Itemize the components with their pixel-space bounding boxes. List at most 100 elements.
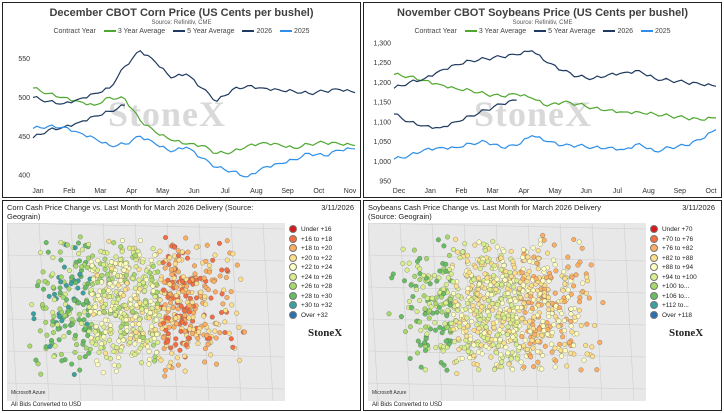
x-tick-label: Aug [250, 188, 263, 195]
bid-dot [55, 322, 61, 328]
bid-dot [76, 311, 82, 317]
bid-dot [83, 345, 89, 351]
legend-dot-icon [289, 263, 297, 272]
bid-dot [577, 295, 583, 301]
bid-dot [76, 240, 81, 246]
bid-dot [501, 248, 507, 254]
bid-dot [72, 245, 78, 251]
bid-dot [552, 364, 558, 370]
map-legend-item: +112 to... [650, 301, 697, 311]
bid-dot [386, 311, 392, 317]
bid-dot [474, 362, 480, 368]
bid-dot [450, 326, 456, 332]
bid-dot [426, 315, 432, 321]
bid-dot [61, 333, 67, 339]
bid-dot [448, 320, 454, 326]
chart-title: December CBOT Corn Price (US Cents per b… [49, 7, 314, 19]
x-tick-label: Nov [344, 188, 357, 195]
bid-dot [576, 239, 582, 245]
bid-dot [580, 280, 586, 286]
bid-dot [31, 311, 36, 317]
bid-dot [150, 246, 156, 252]
bid-dot [498, 352, 504, 358]
bid-dot [72, 349, 78, 355]
bid-dot [535, 248, 541, 254]
bid-dot [147, 356, 153, 362]
bid-dot [489, 301, 495, 307]
bid-dot [69, 316, 75, 322]
bid-dot [499, 359, 505, 365]
bid-dot [576, 307, 582, 313]
bid-dot [31, 316, 37, 322]
bid-dot [421, 272, 427, 278]
bid-dot [178, 303, 184, 309]
bid-dot [107, 337, 112, 343]
bid-dot [103, 317, 108, 323]
bid-dot [136, 266, 142, 272]
corn-bid-dots [7, 223, 285, 401]
bid-dot [182, 353, 187, 359]
bid-dot [407, 324, 413, 330]
bid-dot [118, 333, 124, 339]
bid-dot [79, 320, 84, 326]
bid-dot [132, 352, 138, 357]
bid-dot [398, 314, 404, 320]
bid-dot [74, 342, 79, 348]
bid-dot [568, 311, 574, 317]
map-legend-label: Over +32 [301, 311, 328, 319]
map-legend-item: +106 to... [650, 291, 697, 302]
bid-dot [163, 235, 168, 240]
bid-dot [495, 343, 501, 349]
bid-dot [149, 323, 155, 329]
legend-item: 3 Year Average [103, 28, 165, 35]
bid-dot [465, 252, 470, 258]
microsoft-azure-label: Microsoft Azure [372, 390, 407, 396]
map-legend-label: +70 to +76 [662, 235, 694, 243]
bid-dot [89, 291, 95, 297]
bid-dot [150, 331, 155, 337]
bid-dot [579, 245, 585, 251]
y-tick-label: 500 [18, 95, 30, 102]
chart-subtitle: Source: Refinitiv, CME [512, 20, 573, 26]
bid-dot [440, 348, 446, 354]
bid-dot [541, 237, 547, 243]
bid-dot [57, 314, 62, 320]
bid-dot [535, 302, 541, 308]
map-canvas[interactable] [7, 223, 285, 401]
bid-dot [597, 339, 603, 345]
map-legend-label: +24 to +26 [301, 273, 333, 281]
bid-dot [509, 349, 515, 355]
bid-dot [450, 279, 456, 285]
x-tick-label: Apr [518, 188, 530, 195]
bid-dot [41, 286, 46, 292]
bid-dot [117, 329, 123, 334]
bid-dot [43, 305, 49, 311]
bid-dot [80, 302, 86, 308]
bid-dot [168, 345, 174, 351]
bid-dot [67, 268, 72, 273]
y-tick-label: 1,250 [373, 60, 391, 67]
map-legend-label: +82 to +88 [662, 254, 694, 262]
bid-dot [424, 256, 430, 262]
bid-dot [436, 304, 442, 310]
bid-dot [133, 334, 139, 339]
bid-dot [106, 288, 112, 293]
bid-dot [122, 287, 128, 293]
bid-dot [534, 260, 540, 266]
bid-dot [505, 324, 511, 330]
corn-price-chart-panel: December CBOT Corn Price (US Cents per b… [2, 2, 361, 198]
bid-dot [59, 358, 65, 364]
bid-dot [224, 267, 230, 273]
bid-dot [475, 291, 480, 297]
map-canvas[interactable] [368, 223, 646, 401]
bid-dot [562, 299, 568, 305]
bid-dot [455, 249, 461, 255]
bid-dot [101, 262, 107, 268]
bid-dot [79, 264, 85, 270]
bid-dot [77, 367, 83, 373]
bid-dot [477, 317, 483, 323]
bid-dot [479, 259, 485, 265]
bid-dot [61, 264, 67, 270]
bid-dot [204, 242, 210, 248]
map-legend-label: Over +118 [662, 311, 693, 319]
